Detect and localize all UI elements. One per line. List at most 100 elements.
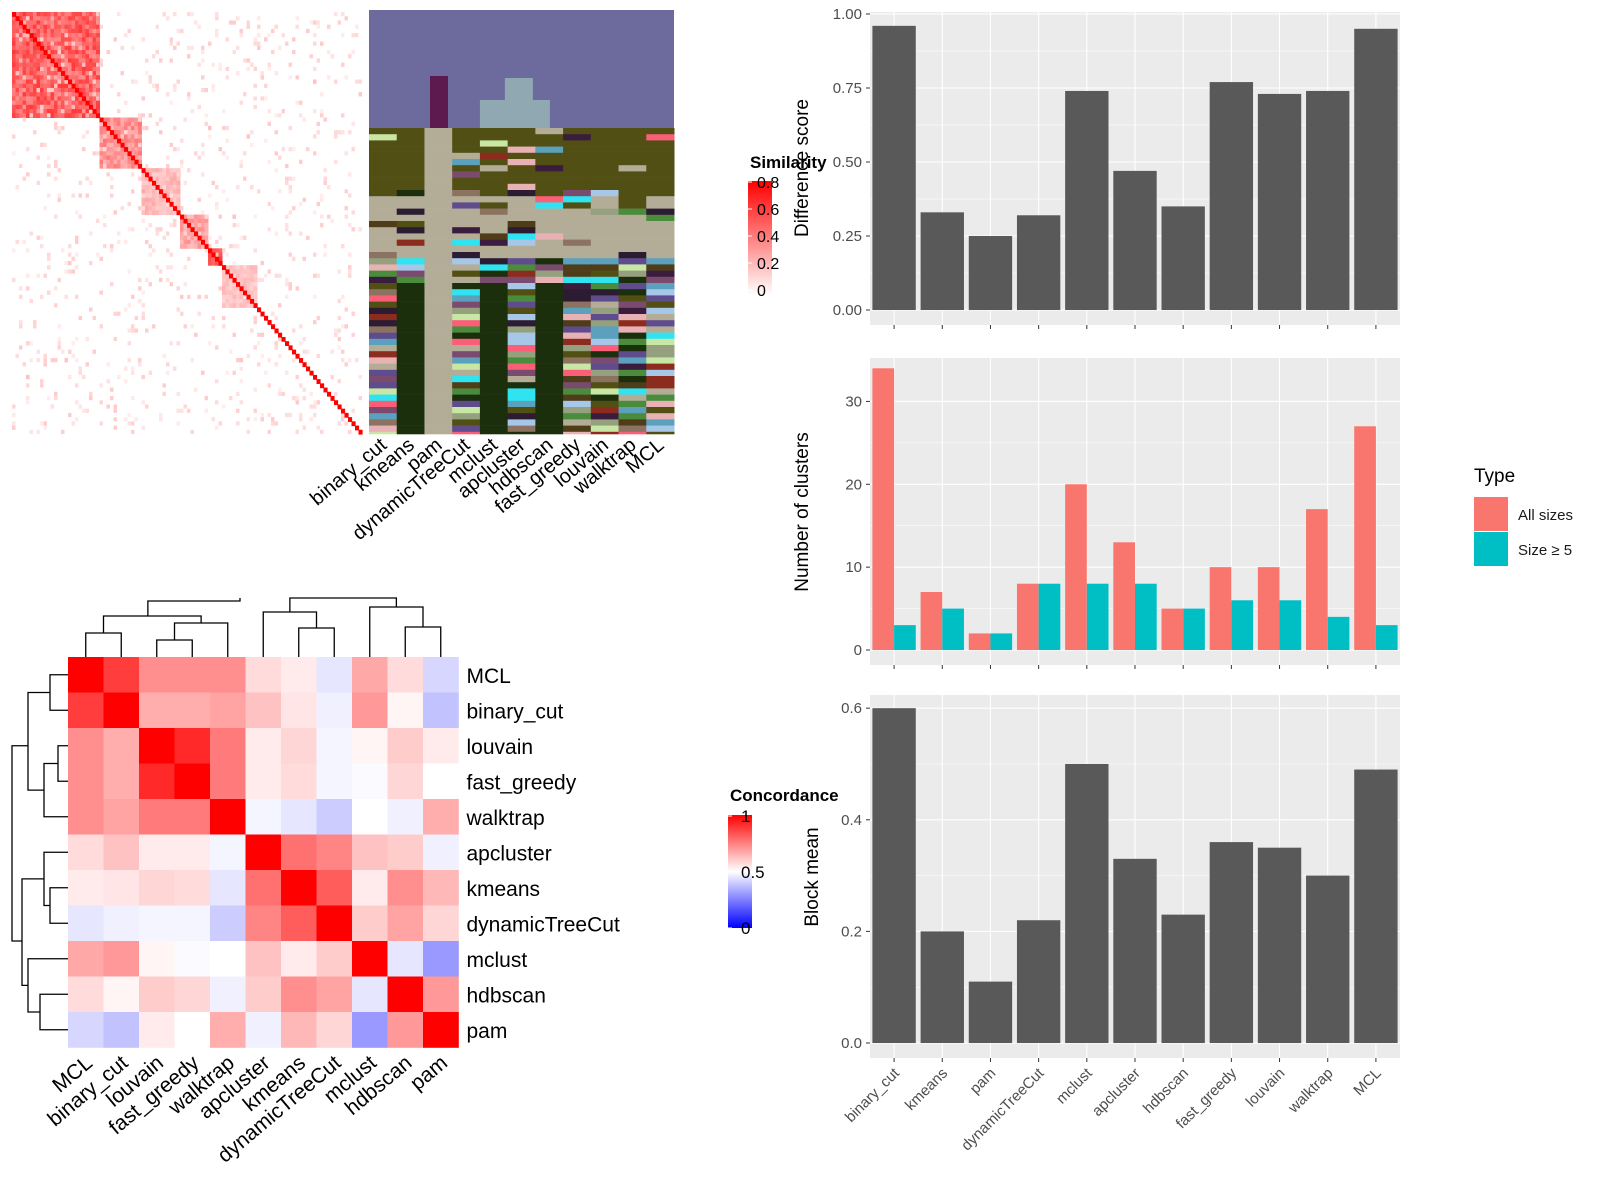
similarity-block-cell	[75, 92, 79, 97]
assignment-cell	[452, 276, 481, 284]
similarity-noise-cell	[320, 197, 324, 202]
similarity-noise-cell	[299, 412, 303, 418]
similarity-noise-cell	[215, 425, 219, 430]
similarity-noise-cell	[316, 400, 320, 405]
assignment-cell	[535, 270, 564, 278]
similarity-block-cell	[82, 113, 86, 118]
similarity-block-cell	[89, 49, 93, 55]
assignment-cell	[369, 245, 398, 253]
similarity-block-cell	[22, 113, 27, 118]
similarity-noise-cell	[22, 117, 26, 122]
similarity-noise-cell	[306, 349, 310, 354]
similarity-block-cell	[225, 282, 230, 287]
similarity-noise-cell	[71, 256, 75, 261]
similarity-noise-cell	[99, 324, 103, 329]
similarity-block-cell	[243, 303, 247, 308]
assignment-cell	[452, 214, 481, 222]
similarity-noise-cell	[215, 252, 219, 257]
assignment-cell	[646, 202, 675, 209]
similarity-noise-cell	[218, 286, 222, 291]
similarity-block-cell	[99, 138, 104, 144]
similarity-noise-cell	[257, 24, 261, 29]
similarity-noise-cell	[313, 33, 317, 38]
assignment-cell	[646, 314, 675, 321]
assignment-cell	[424, 301, 453, 309]
similarity-diagonal-cell	[201, 239, 206, 245]
similarity-noise-cell	[127, 358, 131, 363]
similarity-block-cell	[36, 104, 41, 110]
similarity-diagonal-cell	[54, 62, 59, 68]
assignment-cell	[424, 369, 453, 377]
similarity-block-cell	[29, 87, 34, 93]
similarity-noise-cell	[176, 408, 180, 413]
similarity-block-cell	[222, 303, 226, 308]
assignment-cell	[369, 338, 398, 346]
similarity-noise-cell	[110, 387, 114, 392]
assignment-cell	[452, 128, 481, 135]
similarity-block-cell	[54, 58, 58, 64]
similarity-block-cell	[68, 24, 72, 30]
assignment-cell	[590, 276, 620, 284]
similarity-block-cell	[82, 49, 86, 55]
assignment-cell	[507, 276, 536, 284]
similarity-noise-cell	[327, 49, 331, 55]
assignment-cell	[590, 140, 620, 147]
similarity-noise-cell	[26, 286, 30, 291]
similarity-noise-cell	[89, 231, 93, 236]
assignment-cell	[618, 345, 647, 352]
similarity-noise-cell	[288, 176, 292, 181]
assignment-cell	[424, 128, 453, 135]
similarity-block-cell	[54, 113, 58, 118]
assignment-cell	[507, 295, 536, 302]
similarity-diagonal-cell	[306, 366, 311, 372]
assignment-cell	[507, 128, 536, 135]
similarity-noise-cell	[19, 345, 23, 350]
similarity-block-cell	[232, 290, 237, 296]
assignment-cell	[618, 264, 647, 271]
assignment-cell	[507, 382, 536, 389]
similarity-block-cell	[159, 185, 163, 190]
similarity-noise-cell	[341, 33, 345, 38]
similarity-block-cell	[166, 168, 170, 173]
similarity-noise-cell	[33, 79, 37, 84]
similarity-noise-cell	[302, 336, 306, 342]
assignment-cell	[369, 289, 398, 296]
similarity-noise-cell	[106, 404, 110, 409]
similarity-noise-cell	[299, 231, 303, 236]
similarity-block-cell	[15, 20, 20, 26]
assignment-cell	[479, 400, 509, 408]
similarity-noise-cell	[236, 185, 240, 190]
assignment-cell	[646, 233, 675, 240]
similarity-legend: Similarity 00.20.40.60.8	[748, 153, 827, 300]
similarity-block-cell	[194, 227, 198, 232]
similarity-block-cell	[190, 223, 195, 228]
similarity-noise-cell	[103, 163, 107, 169]
similarity-noise-cell	[145, 58, 149, 63]
similarity-block-cell	[15, 41, 20, 47]
assignment-cell	[452, 357, 481, 364]
similarity-noise-cell	[306, 235, 310, 240]
similarity-noise-cell	[131, 421, 135, 426]
similarity-block-cell	[127, 147, 132, 152]
assignment-accent	[504, 78, 533, 102]
similarity-block-cell	[36, 20, 41, 26]
similarity-noise-cell	[141, 96, 145, 101]
similarity-block-cell	[117, 151, 121, 156]
concordance-cell	[316, 763, 353, 800]
similarity-noise-cell	[337, 130, 341, 135]
similarity-noise-cell	[110, 282, 114, 287]
assignment-cell	[618, 276, 647, 284]
similarity-block-cell	[236, 290, 240, 296]
concordance-cell	[316, 834, 353, 871]
similarity-block-cell	[29, 79, 34, 85]
assignment-cell	[618, 239, 647, 247]
similarity-block-cell	[36, 58, 41, 64]
similarity-block-cell	[82, 92, 86, 97]
assignment-cell	[563, 171, 592, 178]
similarity-block-cell	[208, 252, 212, 258]
similarity-block-cell	[68, 16, 72, 21]
similarity-block-cell	[61, 75, 65, 81]
assignment-cell	[590, 159, 620, 166]
similarity-diagonal-cell	[260, 311, 265, 317]
concordance-col-label: pam	[406, 1051, 452, 1095]
